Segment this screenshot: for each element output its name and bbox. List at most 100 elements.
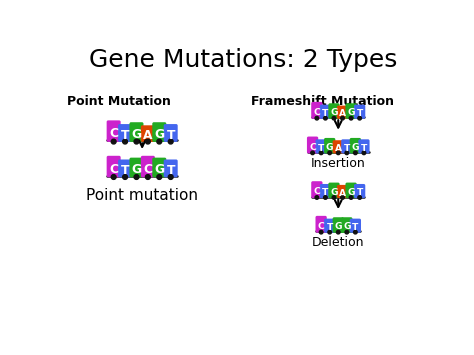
Circle shape xyxy=(337,230,340,234)
FancyBboxPatch shape xyxy=(346,182,357,198)
Text: Point mutation: Point mutation xyxy=(86,189,198,203)
FancyBboxPatch shape xyxy=(129,158,144,178)
Circle shape xyxy=(358,196,362,199)
Circle shape xyxy=(123,139,128,144)
FancyBboxPatch shape xyxy=(320,184,331,198)
Text: Deletion: Deletion xyxy=(312,236,365,249)
FancyBboxPatch shape xyxy=(307,137,318,153)
FancyBboxPatch shape xyxy=(152,122,166,142)
Text: T: T xyxy=(344,143,350,153)
Text: G: G xyxy=(154,164,164,176)
Circle shape xyxy=(157,175,162,179)
Circle shape xyxy=(315,196,319,199)
Circle shape xyxy=(345,230,348,234)
Circle shape xyxy=(328,230,331,234)
FancyBboxPatch shape xyxy=(337,105,348,119)
Circle shape xyxy=(324,116,327,120)
Text: Gene Mutations: 2 Types: Gene Mutations: 2 Types xyxy=(89,48,397,72)
FancyBboxPatch shape xyxy=(328,103,339,119)
Text: T: T xyxy=(327,223,333,232)
Circle shape xyxy=(123,175,128,179)
Text: G: G xyxy=(347,108,355,118)
Text: T: T xyxy=(361,143,367,153)
FancyBboxPatch shape xyxy=(358,139,370,153)
Circle shape xyxy=(134,139,139,144)
Circle shape xyxy=(328,151,331,155)
Circle shape xyxy=(146,139,150,144)
FancyBboxPatch shape xyxy=(324,138,335,153)
Circle shape xyxy=(349,116,353,120)
FancyBboxPatch shape xyxy=(346,103,357,119)
FancyBboxPatch shape xyxy=(320,105,331,119)
Text: Insertion: Insertion xyxy=(311,157,365,170)
Circle shape xyxy=(354,230,357,234)
Text: C: C xyxy=(109,163,118,176)
Circle shape xyxy=(354,151,357,155)
FancyBboxPatch shape xyxy=(118,124,132,142)
FancyBboxPatch shape xyxy=(350,219,361,233)
Text: C: C xyxy=(109,127,118,141)
FancyBboxPatch shape xyxy=(311,102,322,119)
FancyBboxPatch shape xyxy=(333,217,344,233)
Circle shape xyxy=(345,151,348,155)
FancyBboxPatch shape xyxy=(129,122,144,142)
FancyBboxPatch shape xyxy=(316,139,327,153)
FancyBboxPatch shape xyxy=(141,125,155,142)
Text: G: G xyxy=(326,143,333,152)
FancyBboxPatch shape xyxy=(311,181,322,198)
Circle shape xyxy=(319,230,323,234)
Text: C: C xyxy=(318,222,325,231)
Circle shape xyxy=(341,116,344,120)
Text: A: A xyxy=(339,189,346,197)
FancyBboxPatch shape xyxy=(118,159,132,178)
Circle shape xyxy=(332,196,336,199)
Text: G: G xyxy=(131,164,142,176)
FancyBboxPatch shape xyxy=(354,105,365,119)
FancyBboxPatch shape xyxy=(107,120,121,142)
Text: G: G xyxy=(343,222,351,231)
Text: T: T xyxy=(166,129,175,142)
Circle shape xyxy=(341,196,344,199)
Text: G: G xyxy=(131,128,142,141)
Text: C: C xyxy=(313,108,320,117)
Circle shape xyxy=(168,175,173,179)
Text: T: T xyxy=(121,164,129,177)
Text: C: C xyxy=(313,187,320,196)
Circle shape xyxy=(349,196,353,199)
Text: C: C xyxy=(309,143,316,152)
Text: T: T xyxy=(322,109,328,118)
Circle shape xyxy=(111,175,116,179)
Text: A: A xyxy=(339,109,346,118)
Circle shape xyxy=(337,151,340,155)
FancyBboxPatch shape xyxy=(164,124,178,142)
Text: T: T xyxy=(356,109,363,118)
Text: G: G xyxy=(352,143,359,152)
FancyBboxPatch shape xyxy=(341,217,353,233)
Circle shape xyxy=(168,139,173,144)
FancyBboxPatch shape xyxy=(316,216,327,233)
Text: G: G xyxy=(330,188,337,197)
Circle shape xyxy=(324,196,327,199)
Text: T: T xyxy=(322,188,328,197)
Text: A: A xyxy=(143,129,153,142)
Text: T: T xyxy=(166,164,175,177)
Circle shape xyxy=(319,151,323,155)
Text: T: T xyxy=(121,129,129,142)
FancyBboxPatch shape xyxy=(341,139,353,153)
Text: A: A xyxy=(335,144,342,153)
FancyBboxPatch shape xyxy=(328,182,339,198)
Circle shape xyxy=(358,116,362,120)
Text: G: G xyxy=(154,128,164,141)
FancyBboxPatch shape xyxy=(152,158,166,178)
Text: G: G xyxy=(347,188,355,197)
FancyBboxPatch shape xyxy=(350,138,361,153)
Text: Frameshift Mutation: Frameshift Mutation xyxy=(251,95,394,108)
Text: G: G xyxy=(330,108,337,118)
Circle shape xyxy=(311,151,314,155)
Circle shape xyxy=(332,116,336,120)
Text: T: T xyxy=(352,223,358,232)
FancyBboxPatch shape xyxy=(164,159,178,178)
Text: T: T xyxy=(318,143,324,153)
FancyBboxPatch shape xyxy=(324,219,335,233)
Circle shape xyxy=(134,175,139,179)
